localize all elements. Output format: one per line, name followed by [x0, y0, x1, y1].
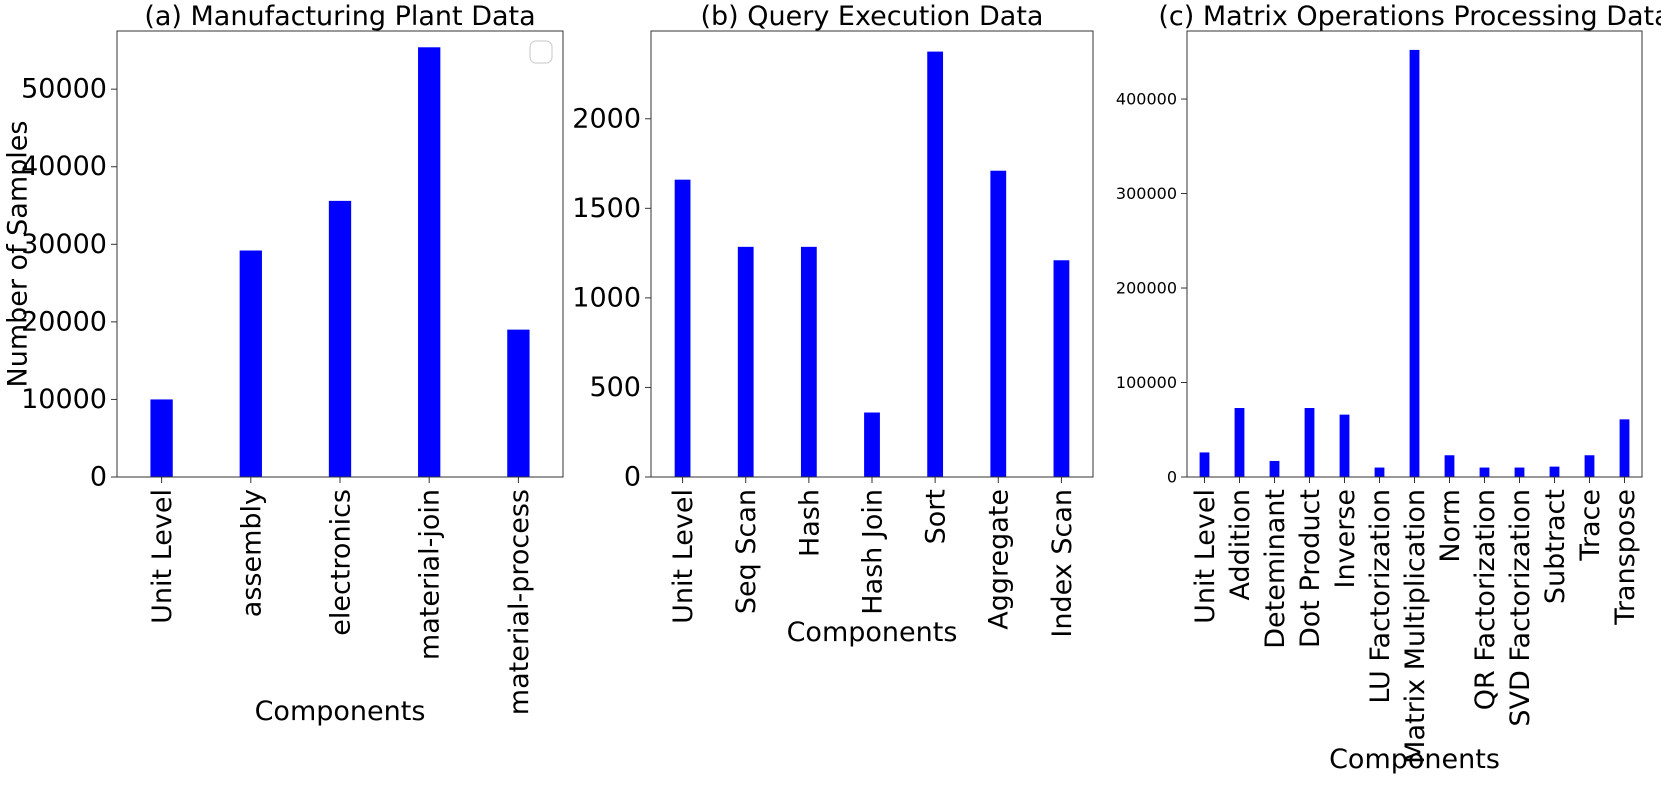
y-tick-label: 1000: [572, 282, 641, 313]
x-tick-label: QR Factorization: [1470, 489, 1501, 710]
y-tick-label: 300000: [1116, 184, 1177, 203]
x-tick-label: Index Scan: [1047, 489, 1078, 638]
y-tick-label: 2000: [572, 103, 641, 134]
y-tick-label: 40000: [21, 151, 107, 182]
y-tick-label: 20000: [21, 306, 107, 337]
bar-norm: [1444, 455, 1455, 477]
x-tick-label: material-process: [504, 489, 535, 715]
y-tick-label: 50000: [21, 74, 107, 105]
bar-material-join: [418, 47, 441, 477]
chart-title: (a) Manufacturing Plant Data: [144, 1, 535, 32]
x-tick-label: Unit Level: [1190, 489, 1221, 624]
bar-trace: [1584, 455, 1595, 477]
x-tick-label: Matrix Multiplication: [1400, 489, 1431, 764]
bar-unit-level: [1199, 452, 1210, 477]
y-tick-label: 0: [1167, 468, 1177, 487]
chart-panel-2: 0 500 1000 1500 2000 Unit Level Seq Scan Hash Ha…: [572, 1, 1094, 648]
bar-index-scan: [1053, 260, 1070, 477]
y-tick-label: 200000: [1116, 279, 1177, 298]
bar-material-process: [507, 329, 530, 477]
bar-unit-level: [150, 399, 173, 477]
x-tick-label: Norm: [1435, 489, 1466, 563]
chart-panel-1: 0 10000 20000 30000 40000 50000 Unit Level asse…: [3, 1, 564, 727]
y-tick-label: 400000: [1116, 90, 1177, 109]
bar-addition: [1234, 408, 1245, 477]
x-tick-label: Transpose: [1610, 489, 1641, 626]
x-tick-label: assembly: [236, 489, 267, 617]
x-tick-label: SVD Factorization: [1505, 489, 1536, 727]
y-tick-label: 0: [624, 462, 641, 493]
chart-title: (b) Query Execution Data: [701, 1, 1044, 32]
y-tick-label: 500: [589, 372, 641, 403]
bar-hash: [800, 246, 817, 477]
bar-unit-level: [674, 179, 691, 478]
x-tick-label: LU Factorization: [1365, 489, 1396, 704]
x-tick-label: Subtract: [1540, 489, 1571, 604]
bar-inverse: [1339, 414, 1350, 477]
bar-transpose: [1619, 419, 1630, 477]
x-tick-label: Sort: [921, 489, 952, 544]
x-tick-label: Unit Level: [147, 489, 178, 624]
plot-frame: [650, 30, 1094, 478]
bar-svd-factorization: [1514, 467, 1525, 477]
bar-qr-factorization: [1479, 467, 1490, 477]
x-axis-label: Components: [1329, 744, 1500, 775]
y-axis-label: Number of Samples: [3, 121, 34, 388]
bar-matrix-multiplication: [1409, 49, 1420, 478]
bar-electronics: [328, 200, 352, 477]
bar-sort: [927, 51, 944, 477]
x-tick-label: Hash: [794, 489, 825, 557]
x-tick-label: Trace: [1575, 489, 1606, 562]
y-tick-label: 0: [90, 462, 107, 493]
y-tick-label: 1500: [572, 193, 641, 224]
x-tick-label: Hash Join: [857, 489, 888, 615]
x-tick-label: Deteminant: [1260, 489, 1291, 649]
y-tick-label: 30000: [21, 229, 107, 260]
bar-seq-scan: [737, 246, 754, 477]
bar-aggregate: [990, 170, 1007, 477]
chart-title: (c) Matrix Operations Processing Data: [1158, 1, 1661, 32]
bar-deteminant: [1269, 460, 1280, 477]
x-tick-label: Aggregate: [984, 489, 1015, 630]
x-tick-label: Seq Scan: [731, 489, 762, 614]
legend-box: [529, 40, 553, 64]
bar-lu-factorization: [1374, 467, 1385, 477]
x-tick-label: Unit Level: [668, 489, 699, 624]
y-tick-label: 10000: [21, 384, 107, 415]
bar-assembly: [239, 250, 262, 477]
x-axis-label: Components: [787, 617, 958, 648]
bar-hash-join: [864, 412, 880, 477]
bar-dot-product: [1304, 408, 1315, 477]
x-tick-label: material-join: [415, 489, 446, 660]
x-tick-label: Addition: [1225, 489, 1256, 601]
bar-subtract: [1549, 466, 1560, 477]
x-tick-label: Inverse: [1330, 489, 1361, 588]
x-tick-label: Dot Product: [1295, 489, 1326, 648]
x-tick-label: electronics: [325, 489, 356, 636]
x-axis-label: Components: [255, 696, 426, 727]
y-tick-label: 100000: [1116, 373, 1177, 392]
chart-panel-3: 0 100000 200000 300000 400000 Unit Level Addit…: [1116, 1, 1661, 775]
